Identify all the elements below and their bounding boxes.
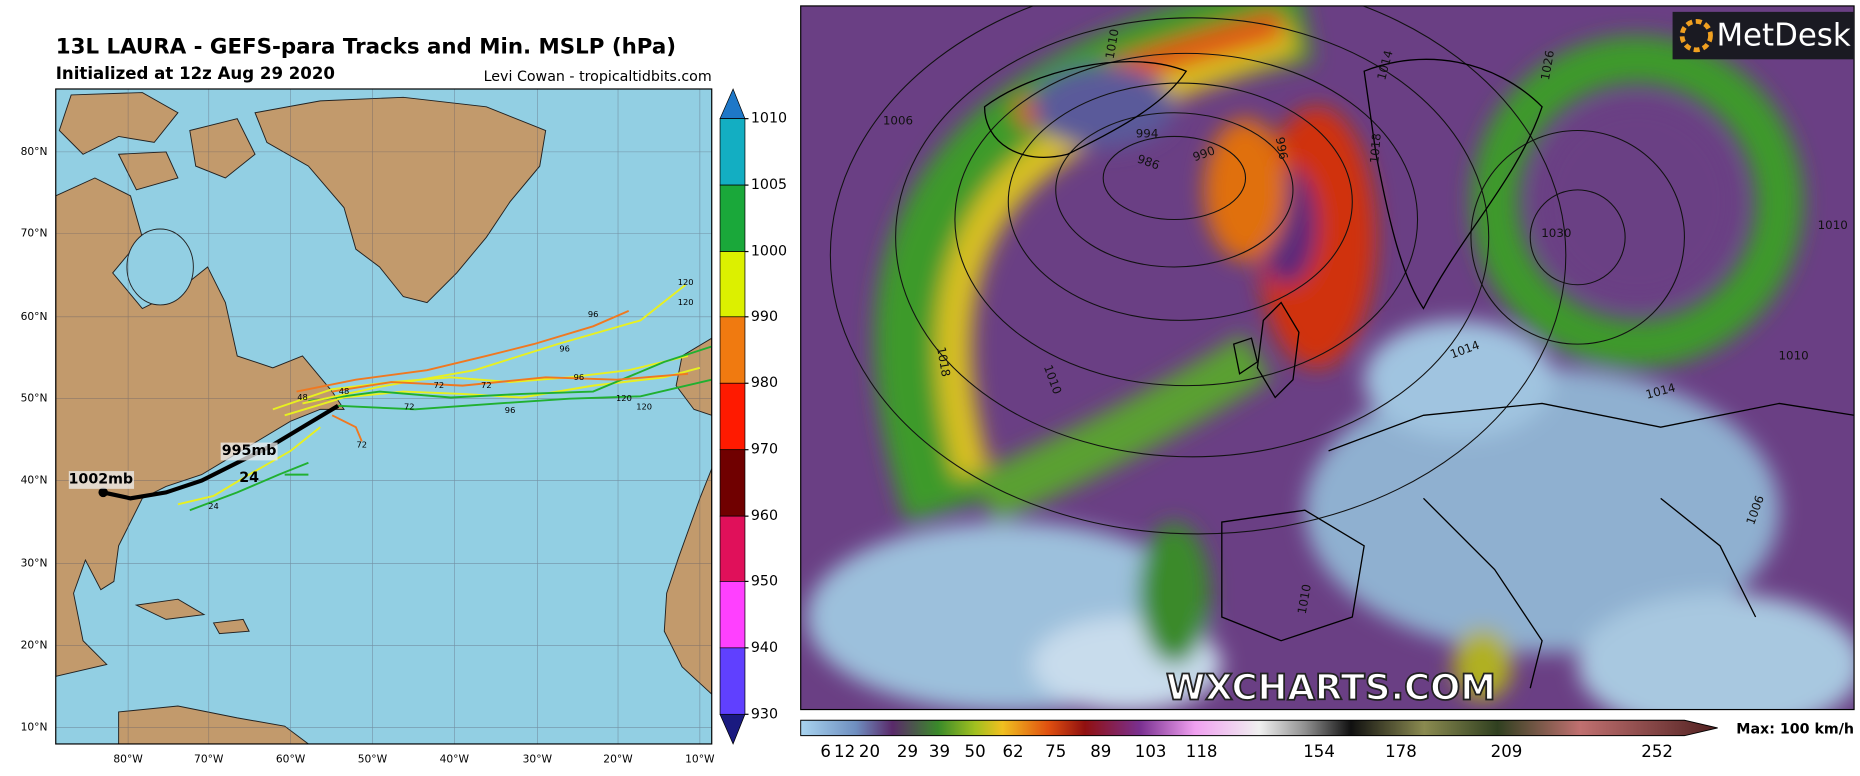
colorbar-labels: 6 12 20 29 39 50 62 75 89 103 118 154 178 209 252 <box>820 742 1673 761</box>
track-label: 96 <box>588 309 599 319</box>
isobar-label: 994 <box>1136 127 1159 141</box>
lat-label: 20°N <box>21 638 48 651</box>
track-label: 72 <box>404 401 415 411</box>
track-label: 120 <box>678 277 694 287</box>
mean-track <box>102 404 340 501</box>
lat-label: 80°N <box>21 145 48 158</box>
colorbar <box>719 88 746 745</box>
watermark: WXCHARTS.COM <box>1166 667 1496 708</box>
lon-label: 70°W <box>194 752 224 765</box>
colorbar-label: 209 <box>1491 742 1523 761</box>
isobar-label: 1010 <box>1778 348 1808 362</box>
colorbar-label: 6 <box>820 742 831 761</box>
track-label: 48 <box>339 386 350 396</box>
track-label: 48 <box>297 392 308 402</box>
colorbar-label: 62 <box>1002 742 1023 761</box>
track-label: 72 <box>434 380 445 390</box>
lon-label: 20°W <box>603 752 633 765</box>
pressure-label: 1002mb <box>69 471 134 487</box>
track-label: 96 <box>505 405 516 415</box>
graticule <box>55 88 712 744</box>
colorbar-label: 252 <box>1641 742 1673 761</box>
colorbar-label: 1005 <box>751 177 787 193</box>
isobars <box>829 5 1685 535</box>
wind-shading <box>806 5 1855 710</box>
track-label: 120 <box>636 401 652 411</box>
track-label: 120 <box>616 393 632 403</box>
colorbar-label: 29 <box>897 742 918 761</box>
colorbar-label: 12 <box>834 742 855 761</box>
colorbar-label: 980 <box>751 375 778 391</box>
lat-label: 10°N <box>21 720 48 733</box>
lat-label: 60°N <box>21 310 48 323</box>
logo-box <box>1672 11 1855 60</box>
pressure-label: 995mb <box>222 443 277 459</box>
track-labels: 120 120 96 96 96 96 72 72 72 48 48 120 120 72 24 <box>208 277 693 511</box>
lon-label: 40°W <box>440 752 470 765</box>
label-box <box>220 442 278 461</box>
track-label: 72 <box>357 439 368 449</box>
isobar-label: 1030 <box>1541 226 1571 240</box>
isobar-label: 996 <box>1273 136 1291 161</box>
colorbar-label: 950 <box>751 573 778 589</box>
track-start <box>98 487 108 498</box>
subtitle: Initialized at 12z Aug 29 2020 <box>56 64 335 83</box>
colorbar-label: 118 <box>1186 742 1218 761</box>
max-label: Max: 100 km/h <box>1736 722 1854 738</box>
isobar-label: 1026 <box>1538 49 1557 81</box>
track-label: 96 <box>559 343 570 353</box>
lat-label: 40°N <box>21 474 48 487</box>
colorbar-label: 154 <box>1303 742 1335 761</box>
right-map: 1010100699499098699610141018102610301010… <box>800 5 1855 710</box>
coastlines <box>983 58 1855 689</box>
colorbar-label: 103 <box>1135 742 1167 761</box>
colorbar <box>800 719 1718 737</box>
colorbar-label: 89 <box>1090 742 1111 761</box>
title: 13L LAURA - GEFS-para Tracks and Min. MS… <box>56 34 676 59</box>
lat-label: 30°N <box>21 557 48 570</box>
lat-label: 50°N <box>21 392 48 405</box>
track-label: 24 <box>208 501 219 511</box>
isobar-label: 1018 <box>1367 133 1384 164</box>
lon-label: 10°W <box>685 752 715 765</box>
colorbar-label: 930 <box>751 706 778 722</box>
lat-label: 70°N <box>21 227 48 240</box>
colorbar-label: 50 <box>965 742 986 761</box>
track-label: 120 <box>678 297 694 307</box>
lon-label: 30°W <box>523 752 553 765</box>
left-map: 120 120 96 96 96 96 72 72 72 48 48 120 120 72 24 1002m… <box>55 88 712 744</box>
axis-labels: 80°N 70°N 60°N 50°N 40°N 30°N 20°N 10°N 80°W 70°W… <box>21 111 787 766</box>
lon-label: 60°W <box>276 752 306 765</box>
isobar-label: 1010 <box>1295 583 1314 615</box>
isobar-label: 1010 <box>1818 218 1848 232</box>
colorbar-label: 970 <box>751 442 778 458</box>
hour-label: 24 <box>239 470 259 486</box>
hudson-bay <box>126 228 194 306</box>
colorbar-label: 75 <box>1045 742 1066 761</box>
colorbar-label: 39 <box>929 742 950 761</box>
isobar-label: 1006 <box>883 114 913 128</box>
colorbar-label: 960 <box>751 508 778 524</box>
logo: MetDesk <box>1716 17 1850 53</box>
colorbar-label: 178 <box>1385 742 1417 761</box>
track-label: 72 <box>481 380 492 390</box>
colorbar-label: 1010 <box>751 111 787 127</box>
label-box <box>68 471 135 489</box>
logo-icon <box>1679 18 1713 53</box>
colorbar-label: 990 <box>751 309 778 325</box>
isobar-label: 1010 <box>1103 28 1122 60</box>
lon-label: 50°W <box>358 752 388 765</box>
isobar-label: 1018 <box>934 346 953 378</box>
map-frame <box>55 88 713 745</box>
tracks <box>177 284 712 512</box>
credit: Levi Cowan - tropicaltidbits.com <box>484 69 712 85</box>
colorbar-label: 940 <box>751 640 778 656</box>
track-label: 96 <box>574 372 585 382</box>
lon-label: 80°W <box>113 752 143 765</box>
colorbar-label: 20 <box>859 742 880 761</box>
map-frame <box>800 5 1855 711</box>
colorbar-label: 1000 <box>751 244 787 260</box>
